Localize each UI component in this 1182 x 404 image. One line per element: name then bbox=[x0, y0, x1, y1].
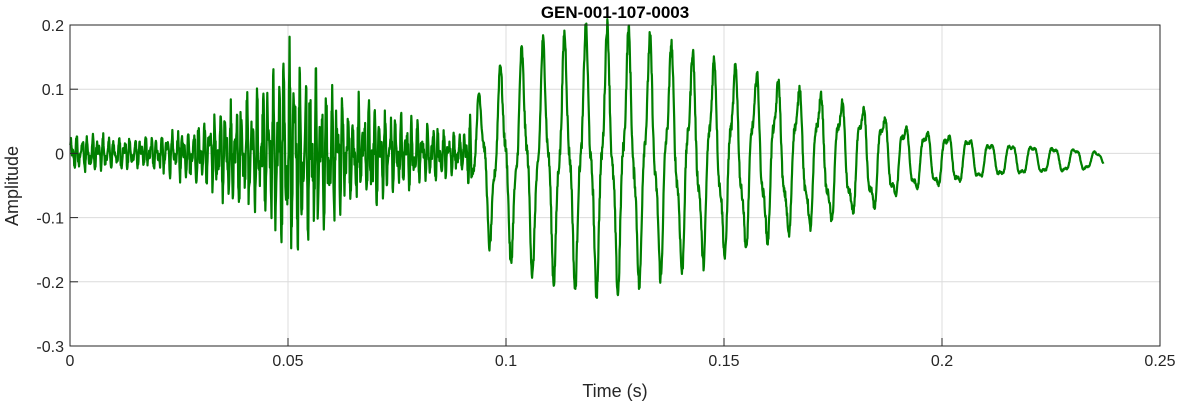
x-tick-label: 0.2 bbox=[931, 353, 953, 370]
signal-trace-layer bbox=[69, 17, 1105, 299]
chart-title: GEN-001-107-0003 bbox=[541, 3, 689, 22]
x-tick-label: 0.25 bbox=[1144, 353, 1175, 370]
x-tick-label: 0 bbox=[66, 353, 75, 370]
y-tick-label: -0.1 bbox=[36, 211, 64, 228]
x-tick-label: 0.15 bbox=[708, 353, 739, 370]
axis-ticks: 0 0.05 0.1 0.15 0.2 0.25 -0.3 -0.2 -0.1 0 0.1 0.2 bbox=[36, 18, 1175, 370]
signal-trace bbox=[69, 17, 1105, 299]
y-axis-label: Amplitude bbox=[2, 146, 22, 226]
x-axis-label: Time (s) bbox=[582, 381, 647, 401]
x-tick-label: 0.05 bbox=[272, 353, 303, 370]
y-tick-label: 0.2 bbox=[42, 18, 64, 35]
y-tick-label: 0.1 bbox=[42, 82, 64, 99]
x-tick-label: 0.1 bbox=[495, 353, 517, 370]
plot-frame bbox=[69, 24, 1161, 347]
y-tick-label: -0.3 bbox=[36, 339, 64, 356]
y-tick-label: -0.2 bbox=[36, 275, 64, 292]
y-tick-label: 0 bbox=[55, 146, 64, 163]
